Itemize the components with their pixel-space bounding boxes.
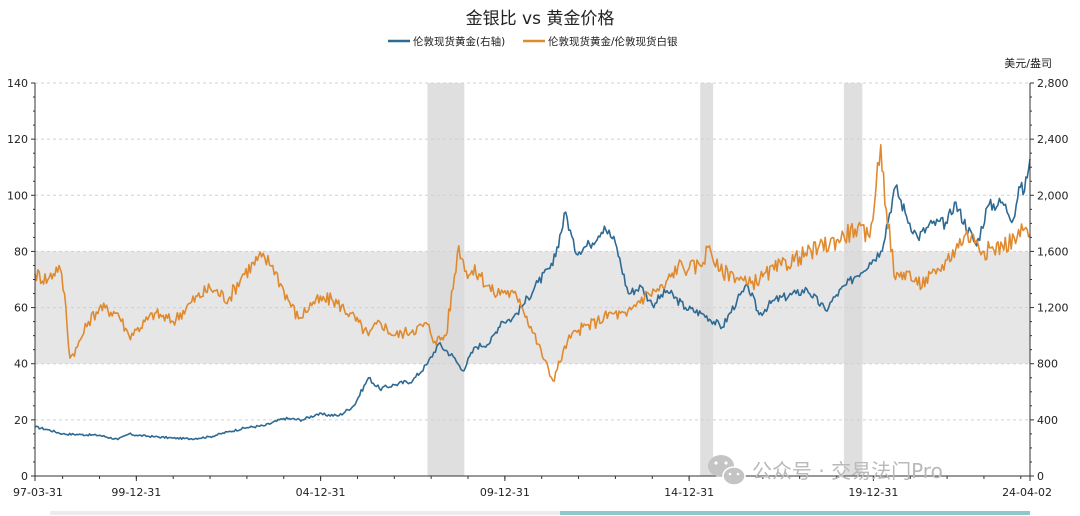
right-tick-label-7: 2,800 bbox=[1037, 77, 1069, 90]
right-axis-unit: 美元/盎司 bbox=[1004, 56, 1052, 70]
right-tick-label-4: 1,600 bbox=[1037, 245, 1069, 258]
watermark-text: 公众号 · 交易法门Pro bbox=[752, 459, 943, 483]
legend-label-ratio[interactable]: 伦敦现货黄金/伦敦现货白银 bbox=[548, 35, 678, 48]
axes: 0 20 40 60 80 100 120 140 0 400 800 1,200 1,600 2,000… bbox=[7, 77, 1069, 499]
series-line-0 bbox=[34, 158, 1031, 441]
right-tick-label-6: 2,400 bbox=[1037, 133, 1069, 146]
wechat-icon bbox=[708, 455, 746, 486]
x-tick-label-5: 19-12-31 bbox=[848, 486, 898, 499]
x-tick-label-4: 14-12-31 bbox=[664, 486, 714, 499]
legend[interactable]: 伦敦现货黄金(右轴) 伦敦现货黄金/伦敦现货白银 bbox=[388, 35, 678, 48]
series-line-1 bbox=[34, 144, 1031, 382]
right-tick-label-0: 0 bbox=[1037, 470, 1044, 483]
recession-band-0 bbox=[427, 83, 465, 476]
ratio-range-band bbox=[35, 251, 1030, 364]
chart-title: 金银比 vs 黄金价格 bbox=[466, 9, 615, 29]
right-tick-label-3: 1,200 bbox=[1037, 302, 1069, 315]
left-tick-label-1: 20 bbox=[14, 414, 28, 427]
left-tick-label-4: 80 bbox=[14, 245, 28, 258]
chart-scrollbar-thumb[interactable] bbox=[560, 511, 1030, 515]
watermark: 公众号 · 交易法门Pro bbox=[708, 455, 943, 486]
left-tick-label-5: 100 bbox=[7, 189, 28, 202]
legend-label-gold[interactable]: 伦敦现货黄金(右轴) bbox=[413, 35, 505, 48]
x-tick-label-1: 99-12-31 bbox=[111, 486, 161, 499]
right-tick-label-5: 2,000 bbox=[1037, 189, 1069, 202]
left-tick-label-0: 0 bbox=[21, 470, 28, 483]
x-tick-label-2: 04-12-31 bbox=[296, 486, 346, 499]
chart-scrollbar[interactable] bbox=[50, 511, 1030, 515]
left-tick-label-7: 140 bbox=[7, 77, 28, 90]
left-tick-label-3: 60 bbox=[14, 302, 28, 315]
plot-area bbox=[34, 82, 1031, 476]
x-tick-label-3: 09-12-31 bbox=[480, 486, 530, 499]
x-tick-label-6: 24-04-02 bbox=[1002, 486, 1052, 499]
x-tick-label-0: 97-03-31 bbox=[13, 486, 63, 499]
recession-band-1 bbox=[700, 83, 714, 476]
right-tick-label-1: 400 bbox=[1037, 414, 1058, 427]
left-tick-label-6: 120 bbox=[7, 133, 28, 146]
left-tick-label-2: 40 bbox=[14, 358, 28, 371]
right-tick-label-2: 800 bbox=[1037, 358, 1058, 371]
